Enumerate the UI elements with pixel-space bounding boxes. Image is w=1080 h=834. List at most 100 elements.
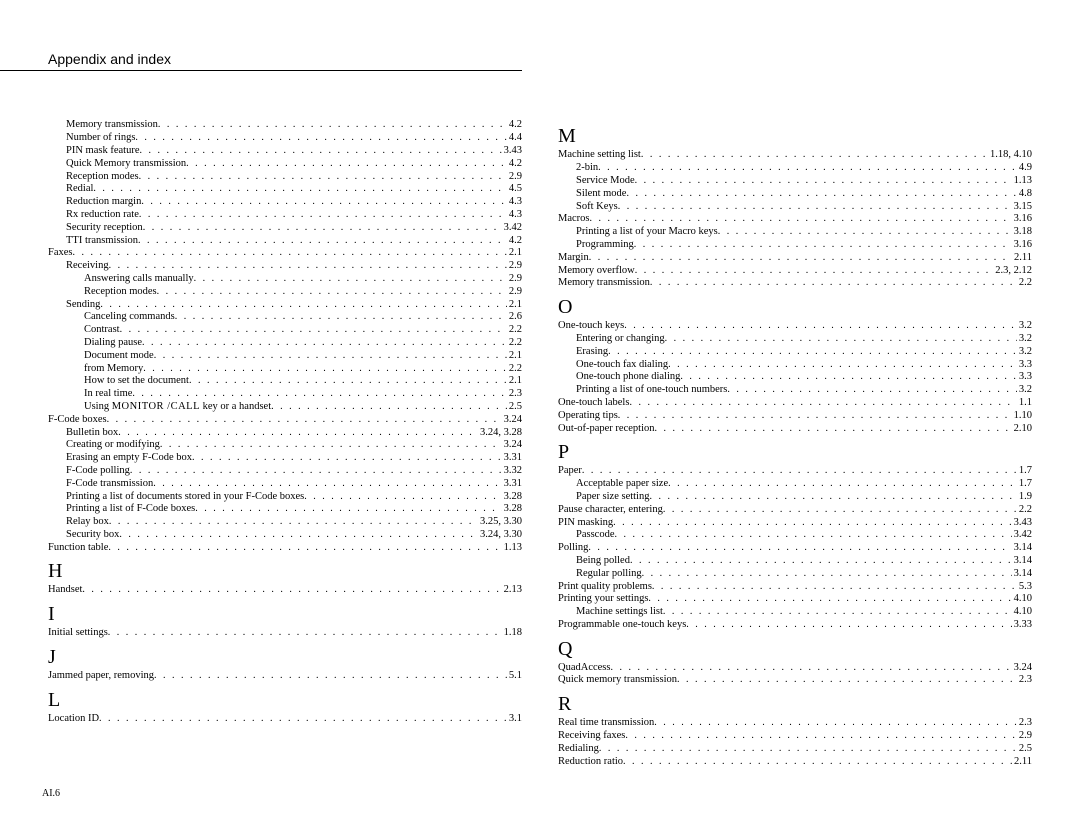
leader-dots: [665, 333, 1017, 345]
entry-label: Using MONITOR /CALL key or a handset: [84, 401, 271, 414]
leader-dots: [108, 542, 501, 554]
entry-label: TTI transmission: [66, 235, 138, 248]
entry-page: 3.43: [1012, 517, 1032, 530]
leader-dots: [141, 196, 507, 208]
index-entry: Redialing 2.5: [558, 743, 1032, 756]
index-entry: from Memory 2.2: [48, 363, 522, 376]
entry-label: Faxes: [48, 247, 73, 260]
entry-page: 2.9: [507, 286, 522, 299]
entry-page: 3.24: [1012, 662, 1032, 675]
entry-page: 3.24, 3.28: [478, 427, 522, 440]
index-entry: Reception modes 2.9: [48, 171, 522, 184]
entry-label: Memory transmission: [558, 277, 650, 290]
index-entry: Dialing pause 2.2: [48, 337, 522, 350]
entry-label: Soft Keys: [576, 201, 618, 214]
index-entry: Using MONITOR /CALL key or a handset 2.5: [48, 401, 522, 414]
entry-label: Printing a list of documents stored in y…: [66, 491, 304, 504]
entry-label: Contrast: [84, 324, 120, 337]
index-entry: Redial 4.5: [48, 183, 522, 196]
index-entry: In real time 2.3: [48, 388, 522, 401]
entry-label: Redialing: [558, 743, 599, 756]
entry-page: 2.5: [507, 401, 522, 414]
entry-page: 4.5: [507, 183, 522, 196]
entry-page: 3.31: [502, 478, 522, 491]
right-column: MMachine setting list 1.18, 4.102-bin 4.…: [558, 119, 1032, 768]
leader-dots: [618, 410, 1012, 422]
entry-page: 4.10: [1012, 593, 1032, 606]
leader-dots: [154, 350, 507, 362]
entry-label: Function table: [48, 542, 108, 555]
leader-dots: [189, 375, 507, 387]
entry-label: How to set the document: [84, 375, 189, 388]
leader-dots: [624, 320, 1017, 332]
entry-label: Security reception: [66, 222, 143, 235]
leader-dots: [73, 247, 507, 259]
entry-page: 2.9: [1017, 730, 1032, 743]
index-entry: Receiving 2.9: [48, 260, 522, 273]
index-entry: Real time transmission 2.3: [558, 717, 1032, 730]
section-letter: R: [558, 693, 1032, 715]
page-header: Appendix and index: [0, 0, 522, 71]
entry-page: 2.2: [1017, 277, 1032, 290]
index-entry: Print quality problems 5.3: [558, 581, 1032, 594]
index-entry: One-touch phone dialing 3.3: [558, 371, 1032, 384]
index-entry: TTI transmission 4.2: [48, 235, 522, 248]
index-entry: One-touch labels 1.1: [558, 397, 1032, 410]
leader-dots: [108, 627, 502, 639]
entry-page: 1.7: [1017, 465, 1032, 478]
leader-dots: [629, 397, 1016, 409]
entry-label: Printing a list of one-touch numbers: [576, 384, 727, 397]
leader-dots: [132, 388, 506, 400]
index-entry: Erasing 3.2: [558, 346, 1032, 359]
entry-label: Programming: [576, 239, 634, 252]
leader-dots: [195, 503, 501, 515]
entry-page: 3.24, 3.30: [478, 529, 522, 542]
index-entry: Polling 3.14: [558, 542, 1032, 555]
leader-dots: [143, 222, 502, 234]
entry-page: 4.3: [507, 196, 522, 209]
entry-label: Margin: [558, 252, 589, 265]
section-letter: P: [558, 441, 1032, 463]
entry-label: Operating tips: [558, 410, 618, 423]
leader-dots: [623, 756, 1012, 768]
entry-label: Programmable one-touch keys: [558, 619, 686, 632]
index-entry: F-Code transmission 3.31: [48, 478, 522, 491]
entry-page: 3.3: [1017, 371, 1032, 384]
index-entry: 2-bin 4.9: [558, 162, 1032, 175]
entry-label: Paper size setting: [576, 491, 649, 504]
entry-page: 3.33: [1012, 619, 1032, 632]
index-entry: Silent mode 4.8: [558, 188, 1032, 201]
entry-label: Pause character, entering: [558, 504, 663, 517]
entry-label: Reception modes: [66, 171, 139, 184]
leader-dots: [642, 568, 1012, 580]
leader-dots: [599, 743, 1017, 755]
index-entry: Handset 2.13: [48, 584, 522, 597]
entry-label: Bulletin box: [66, 427, 118, 440]
index-entry: Margin 2.11: [558, 252, 1032, 265]
entry-page: 2.6: [507, 311, 522, 324]
index-entry: Security box 3.24, 3.30: [48, 529, 522, 542]
index-entry: Printing a list of your Macro keys 3.18: [558, 226, 1032, 239]
entry-page: 2.3, 2.12: [993, 265, 1032, 278]
entry-page: 2.9: [507, 273, 522, 286]
entry-label: Out-of-paper reception: [558, 423, 655, 436]
section-letter: M: [558, 125, 1032, 147]
section-letter: H: [48, 560, 522, 582]
index-entry: F-Code boxes 3.24: [48, 414, 522, 427]
leader-dots: [630, 555, 1012, 567]
index-entry: Reduction ratio 2.11: [558, 756, 1032, 769]
entry-label: Receiving: [66, 260, 109, 273]
entry-label: F-Code transmission: [66, 478, 153, 491]
leader-dots: [194, 273, 507, 285]
index-entry: PIN mask feature 3.43: [48, 145, 522, 158]
leader-dots: [686, 619, 1011, 631]
entry-label: Relay box: [66, 516, 109, 529]
leader-dots: [192, 452, 502, 464]
entry-page: 2.3: [1017, 717, 1032, 730]
leader-dots: [650, 277, 1017, 289]
leader-dots: [615, 529, 1012, 541]
entry-label: Erasing: [576, 346, 608, 359]
entry-page: 2.1: [507, 375, 522, 388]
leader-dots: [668, 359, 1017, 371]
leader-dots: [649, 491, 1016, 503]
